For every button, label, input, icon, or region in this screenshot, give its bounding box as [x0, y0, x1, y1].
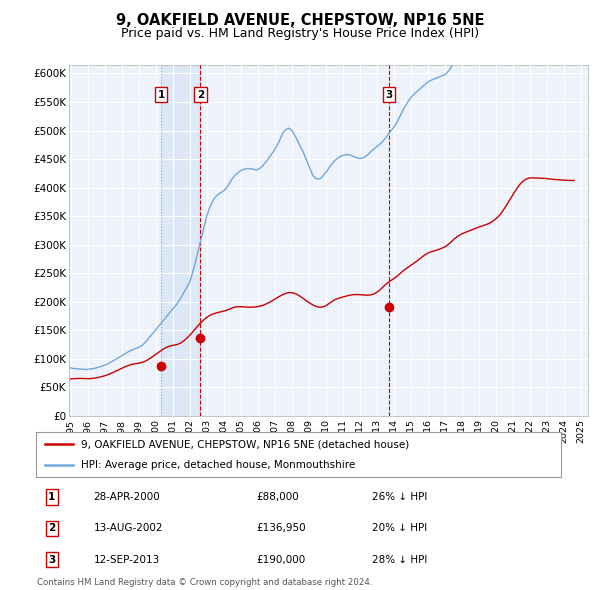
Text: HPI: Average price, detached house, Monmouthshire: HPI: Average price, detached house, Monm… [80, 460, 355, 470]
Text: 2: 2 [197, 90, 204, 100]
Text: 12-SEP-2013: 12-SEP-2013 [94, 555, 160, 565]
Text: £136,950: £136,950 [257, 523, 306, 533]
Text: 26% ↓ HPI: 26% ↓ HPI [372, 492, 427, 502]
Text: 20% ↓ HPI: 20% ↓ HPI [372, 523, 427, 533]
Text: 28-APR-2000: 28-APR-2000 [94, 492, 161, 502]
Text: 2: 2 [48, 523, 55, 533]
Text: 28% ↓ HPI: 28% ↓ HPI [372, 555, 427, 565]
Text: 13-AUG-2002: 13-AUG-2002 [94, 523, 163, 533]
Text: 3: 3 [385, 90, 393, 100]
Text: Contains HM Land Registry data © Crown copyright and database right 2024.: Contains HM Land Registry data © Crown c… [37, 578, 373, 587]
Text: Price paid vs. HM Land Registry's House Price Index (HPI): Price paid vs. HM Land Registry's House … [121, 27, 479, 40]
Text: 3: 3 [48, 555, 55, 565]
Text: £190,000: £190,000 [257, 555, 306, 565]
Text: £88,000: £88,000 [257, 492, 299, 502]
Text: 9, OAKFIELD AVENUE, CHEPSTOW, NP16 5NE: 9, OAKFIELD AVENUE, CHEPSTOW, NP16 5NE [116, 13, 484, 28]
Text: 1: 1 [48, 492, 55, 502]
Text: 9, OAKFIELD AVENUE, CHEPSTOW, NP16 5NE (detached house): 9, OAKFIELD AVENUE, CHEPSTOW, NP16 5NE (… [80, 440, 409, 450]
Text: 1: 1 [158, 90, 165, 100]
Bar [161, 65, 200, 416]
